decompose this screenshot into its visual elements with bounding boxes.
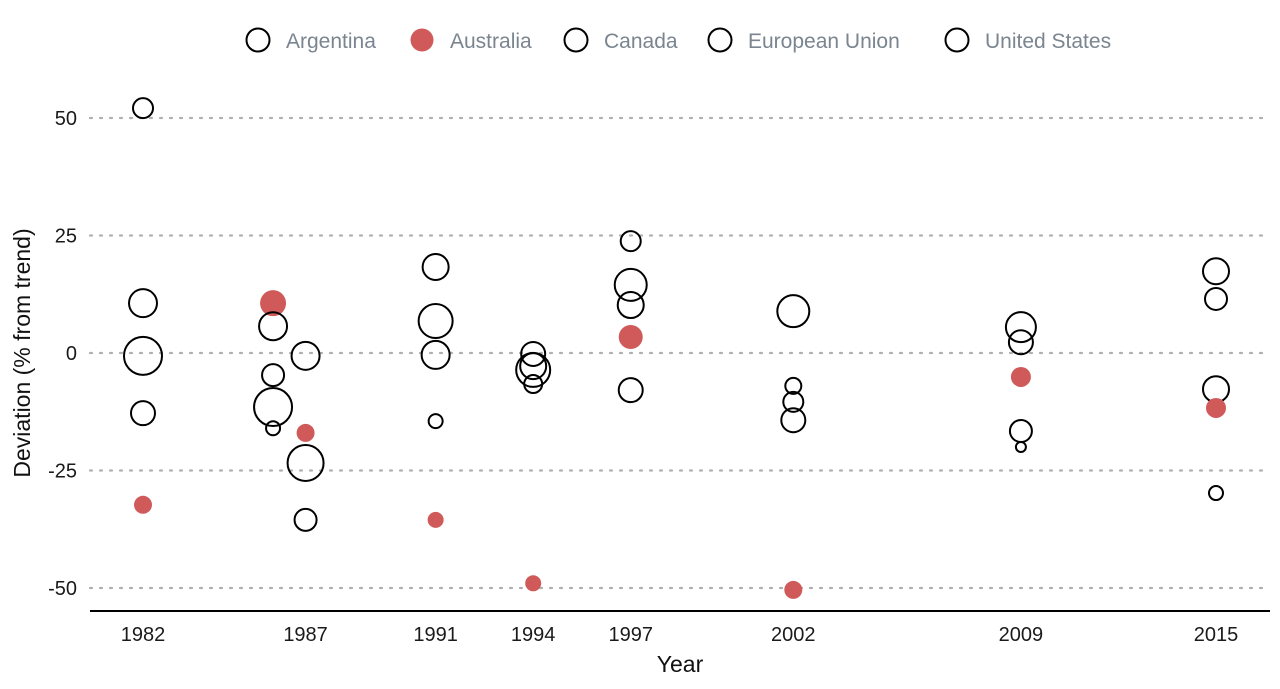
- legend-marker-outline: [707, 27, 733, 53]
- data-point: [1007, 329, 1034, 356]
- data-point: [258, 311, 289, 342]
- legend-label: Argentina: [286, 30, 376, 53]
- data-point: [619, 230, 642, 253]
- data-point: [1014, 441, 1027, 453]
- y-axis-ticks: 50 25 0 -25 -50: [48, 108, 77, 600]
- data-point-australia: [525, 575, 542, 592]
- legend-item: United States: [944, 27, 1111, 53]
- data-point-australia: [1010, 366, 1031, 387]
- data-point: [1204, 286, 1228, 311]
- legend-item: European Union: [707, 27, 900, 53]
- data-point: [253, 387, 294, 428]
- x-tick-label: 1982: [121, 624, 166, 646]
- data-point-australia: [427, 511, 444, 528]
- y-tick-label: 0: [66, 343, 77, 365]
- legend-item: Argentina: [245, 27, 376, 53]
- data-point: [616, 291, 645, 320]
- data-point: [130, 400, 156, 427]
- data-point: [1004, 311, 1037, 344]
- data-point: [286, 443, 325, 482]
- data-point: [776, 294, 811, 329]
- data-point: [784, 376, 803, 395]
- data-point: [290, 340, 321, 371]
- data-point-australia: [1206, 397, 1226, 418]
- legend-marker-filled: [410, 28, 434, 52]
- data-point: [1202, 257, 1230, 286]
- data-point: [1208, 485, 1224, 502]
- x-tick-label: 1991: [413, 624, 458, 646]
- legend: Argentina Australia Canada European Union Un…: [245, 27, 1111, 53]
- gridlines: [88, 116, 1272, 590]
- data-point: [417, 303, 454, 340]
- data-point: [265, 420, 282, 437]
- y-tick-label: 25: [55, 226, 77, 248]
- x-tick-label: 2009: [999, 624, 1044, 646]
- data-point: [128, 288, 158, 319]
- data-point: [293, 507, 318, 532]
- y-tick-label: 50: [55, 108, 77, 130]
- data-point: [515, 351, 552, 388]
- data-point: [123, 335, 163, 376]
- data-point: [421, 252, 450, 281]
- data-point-australia: [134, 495, 152, 514]
- data-point-australia: [260, 290, 287, 317]
- data-point: [1008, 419, 1033, 444]
- data-point: [617, 377, 644, 404]
- legend-label: Australia: [450, 30, 532, 53]
- data-point: [132, 97, 154, 120]
- data-point: [780, 407, 807, 434]
- legend-label: European Union: [748, 30, 900, 53]
- legend-item: Australia: [410, 28, 532, 53]
- legend-marker-outline: [944, 27, 970, 53]
- x-tick-label: 2015: [1194, 624, 1239, 646]
- x-tick-label: 1997: [608, 624, 653, 646]
- data-point-australia: [618, 325, 643, 350]
- legend-marker-outline: [563, 27, 589, 53]
- data-points: [123, 97, 1230, 599]
- x-tick-label: 1987: [283, 624, 328, 646]
- data-point-australia: [296, 423, 315, 442]
- data-point: [420, 339, 451, 370]
- x-tick-label: 2002: [771, 624, 816, 646]
- data-point: [520, 340, 547, 367]
- legend-label: United States: [985, 30, 1111, 53]
- y-tick-label: -50: [48, 578, 77, 600]
- data-point-australia: [784, 580, 803, 599]
- y-axis-title: Deviation (% from trend): [9, 228, 35, 477]
- y-tick-label: -25: [48, 461, 77, 483]
- x-tick-label: 1994: [511, 624, 556, 646]
- data-point: [523, 374, 544, 395]
- x-axis-title: Year: [657, 651, 704, 677]
- data-point: [427, 413, 444, 430]
- x-axis-ticks: 1982 1987 1991 1994 1997 2002 2009 2015: [121, 624, 1239, 646]
- legend-label: Canada: [604, 30, 678, 53]
- data-point: [261, 363, 286, 388]
- legend-item: Canada: [563, 27, 678, 53]
- legend-marker-outline: [245, 27, 271, 53]
- data-point: [613, 267, 648, 302]
- data-point: [782, 390, 805, 413]
